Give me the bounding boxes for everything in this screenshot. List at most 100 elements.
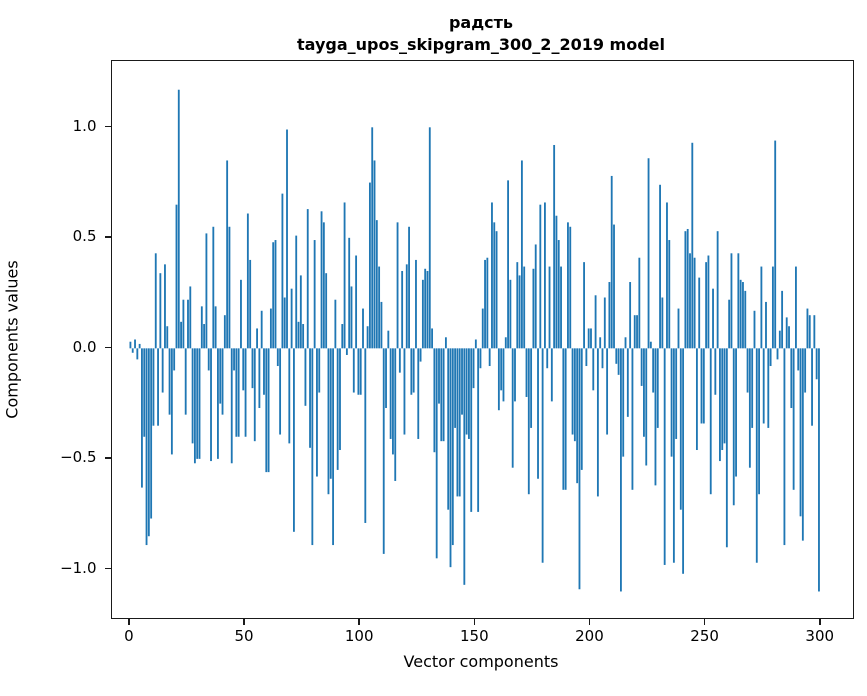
bar bbox=[716, 231, 719, 349]
y-tick bbox=[104, 125, 111, 128]
bar bbox=[584, 348, 587, 367]
bar bbox=[700, 348, 702, 424]
bar bbox=[237, 348, 240, 437]
x-tick bbox=[703, 618, 706, 625]
bar bbox=[741, 282, 744, 349]
bar bbox=[384, 348, 387, 409]
bar bbox=[759, 266, 762, 349]
bar bbox=[269, 308, 272, 349]
bar bbox=[709, 348, 712, 495]
bar bbox=[356, 348, 359, 395]
bar bbox=[211, 226, 214, 349]
bar bbox=[481, 308, 484, 349]
bar bbox=[508, 279, 511, 349]
bar bbox=[251, 348, 253, 389]
bar bbox=[771, 266, 774, 349]
bar bbox=[239, 279, 242, 349]
bar bbox=[769, 348, 772, 367]
bar bbox=[690, 142, 693, 349]
bar bbox=[755, 348, 758, 563]
bar bbox=[403, 348, 405, 435]
bar bbox=[163, 264, 166, 349]
bar bbox=[559, 266, 562, 349]
bar bbox=[188, 286, 191, 349]
bar bbox=[204, 233, 207, 349]
bar bbox=[725, 348, 728, 548]
bar bbox=[612, 224, 615, 349]
bar bbox=[499, 348, 502, 391]
bar bbox=[209, 348, 212, 462]
bar bbox=[654, 348, 656, 486]
bar bbox=[400, 270, 403, 349]
bar bbox=[727, 299, 730, 349]
bar bbox=[283, 297, 286, 349]
bar bbox=[794, 266, 797, 349]
bar bbox=[628, 282, 631, 349]
bar bbox=[607, 282, 610, 349]
bar bbox=[677, 308, 679, 349]
x-axis-label: Vector components bbox=[403, 652, 559, 671]
bar bbox=[730, 253, 732, 349]
bar bbox=[135, 348, 138, 360]
bar bbox=[331, 348, 334, 546]
bar bbox=[428, 127, 431, 349]
y-tick bbox=[104, 457, 111, 459]
bar bbox=[492, 222, 495, 349]
bar bbox=[587, 328, 590, 349]
bar bbox=[605, 348, 608, 435]
bar bbox=[359, 348, 362, 395]
bar bbox=[271, 242, 274, 349]
x-tick bbox=[473, 618, 476, 625]
bar bbox=[531, 268, 534, 349]
bar bbox=[743, 290, 746, 349]
bar bbox=[352, 348, 355, 393]
bar bbox=[488, 348, 491, 367]
bar bbox=[230, 348, 233, 464]
bar bbox=[665, 202, 668, 349]
y-tick-label: −0.5 bbox=[60, 448, 97, 467]
y-tick bbox=[104, 346, 111, 349]
bar bbox=[711, 288, 714, 349]
bar bbox=[707, 255, 709, 349]
bar bbox=[179, 321, 182, 349]
bar bbox=[762, 348, 765, 424]
bar bbox=[423, 268, 426, 349]
bar bbox=[304, 348, 306, 406]
bar bbox=[317, 348, 320, 393]
bar bbox=[552, 144, 555, 349]
bar bbox=[234, 348, 237, 437]
bar bbox=[278, 348, 281, 435]
bar bbox=[370, 127, 373, 349]
bar bbox=[147, 348, 150, 537]
bar bbox=[792, 348, 795, 490]
bar bbox=[787, 326, 790, 349]
bar bbox=[421, 279, 424, 349]
bar bbox=[430, 328, 433, 349]
bar bbox=[267, 348, 270, 473]
bar bbox=[564, 348, 567, 490]
bar bbox=[435, 348, 438, 559]
bar bbox=[753, 310, 755, 349]
x-tick bbox=[588, 618, 591, 625]
bar bbox=[550, 348, 553, 402]
bar bbox=[138, 343, 141, 349]
bar bbox=[614, 348, 617, 364]
bar bbox=[591, 348, 594, 391]
bar bbox=[409, 348, 412, 395]
bar bbox=[152, 348, 154, 426]
x-tick bbox=[358, 618, 360, 625]
bar bbox=[465, 348, 468, 435]
bar bbox=[799, 348, 801, 517]
bar bbox=[603, 297, 606, 349]
bar bbox=[693, 257, 696, 349]
bar bbox=[354, 255, 357, 349]
bar bbox=[207, 348, 210, 371]
bar bbox=[432, 348, 435, 453]
bar bbox=[785, 317, 788, 349]
bar bbox=[806, 308, 808, 349]
bar bbox=[810, 348, 813, 426]
bar bbox=[527, 348, 530, 495]
bar bbox=[472, 348, 474, 389]
bar bbox=[732, 348, 735, 506]
bar bbox=[803, 348, 806, 393]
